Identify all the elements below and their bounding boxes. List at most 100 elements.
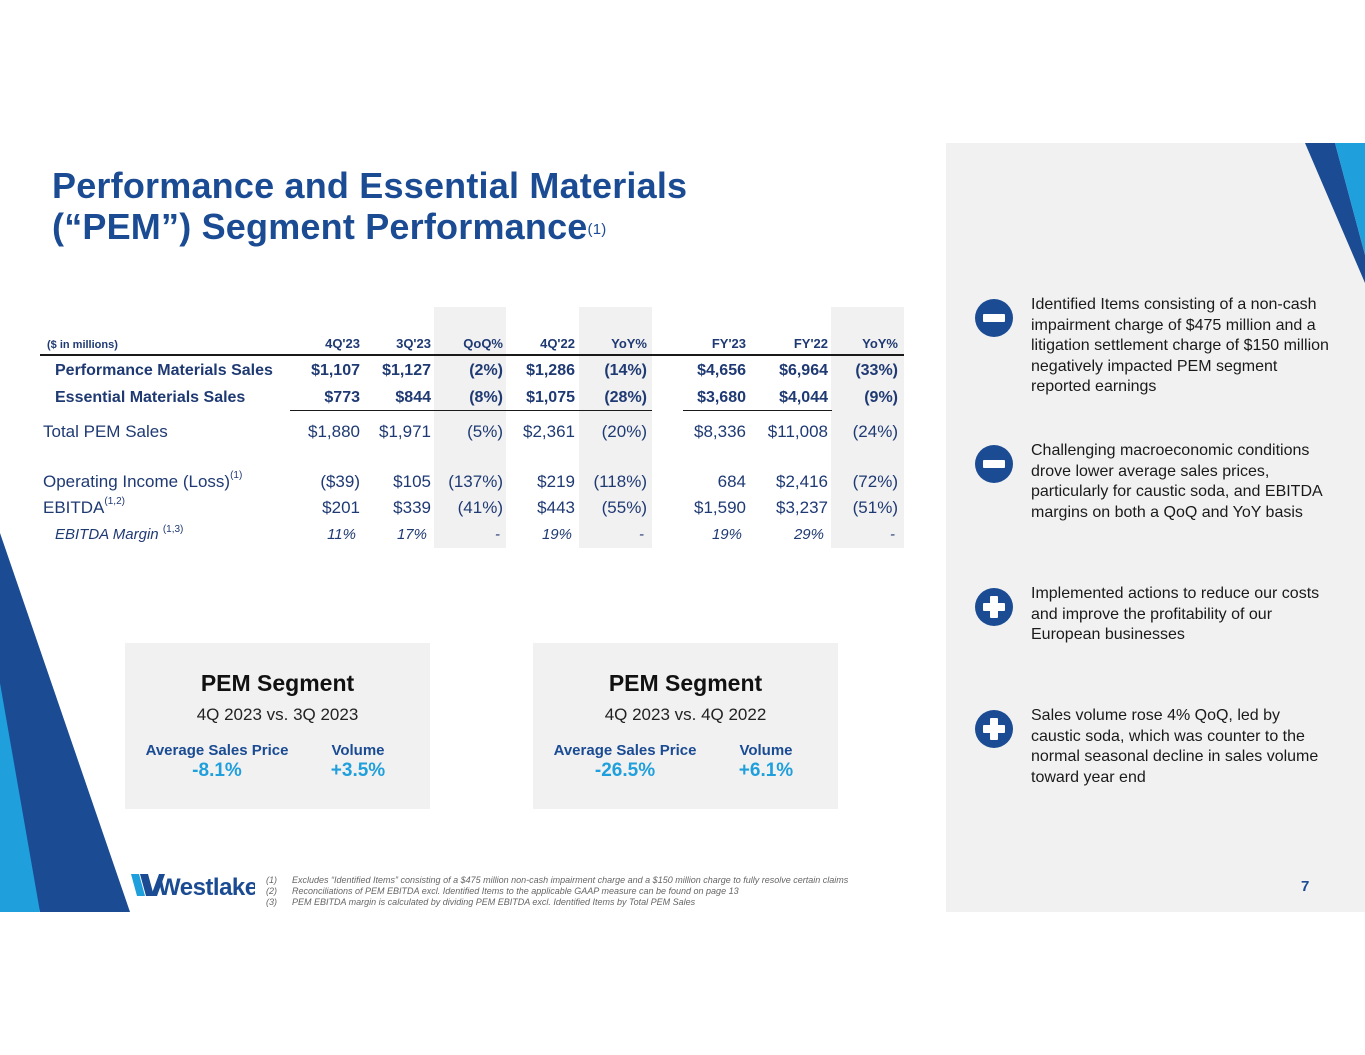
segment-title: PEM Segment	[200, 670, 355, 696]
title-line-1: Performance and Essential Materials	[52, 165, 688, 206]
table-cell: $1,971	[379, 422, 431, 441]
table-cell: (9%)	[864, 389, 898, 406]
row-label: Essential Materials Sales	[55, 389, 246, 406]
footnote-text: Reconciliations of PEM EBITDA excl. Iden…	[292, 886, 739, 896]
table-cell: (118%)	[593, 472, 647, 491]
row-label-text: EBITDA	[43, 498, 105, 517]
table-cell: -	[890, 526, 895, 543]
table-row: EBITDA(1,2) $201 $339 (41%) $443 (55%) $…	[40, 496, 904, 522]
col-shade-fy-yoy	[831, 307, 904, 548]
col-shade-qoq	[434, 307, 506, 548]
table-row: Essential Materials Sales $773 $844 (8%)…	[40, 389, 904, 413]
table-cell: (24%)	[852, 422, 898, 441]
table-cell: $1,107	[311, 362, 360, 379]
row-label: Total PEM Sales	[43, 422, 168, 441]
footnote-number: (3)	[266, 897, 277, 907]
segment-card-yoy: PEM Segment 4Q 2023 vs. 4Q 2022 Average …	[533, 643, 838, 809]
segment-subtitle: 4Q 2023 vs. 4Q 2022	[604, 705, 767, 724]
table-cell: (51%)	[852, 498, 898, 517]
segment-title: PEM Segment	[608, 670, 763, 696]
footnote-text: Excludes “Identified Items” consisting o…	[292, 875, 849, 885]
footnote: (1) Excludes “Identified Items” consistin…	[266, 875, 848, 886]
table-cell: $773	[324, 389, 360, 406]
price-label: Average Sales Price	[553, 742, 697, 759]
price-value: -8.1%	[192, 760, 242, 781]
minus-circle-icon	[975, 299, 1013, 337]
table-cell: $844	[395, 389, 431, 406]
col-header: FY'23	[711, 336, 746, 351]
table-cell: $6,964	[779, 362, 828, 379]
table-cell: (2%)	[469, 362, 503, 379]
table-cell: (33%)	[855, 362, 898, 379]
volume-value: +6.1%	[738, 760, 794, 781]
table-cell: 29%	[793, 526, 824, 543]
header-rule	[40, 354, 904, 356]
table-cell: -	[495, 526, 500, 543]
col-header: YoY%	[862, 336, 898, 351]
table-cell: 17%	[396, 526, 427, 543]
title-line-2: (“PEM”) Segment Performance	[52, 206, 588, 247]
footnote-text: PEM EBITDA margin is calculated by divid…	[292, 897, 696, 907]
price-label: Average Sales Price	[145, 742, 289, 759]
table-cell: (28%)	[604, 389, 647, 406]
table-cell: $1,880	[308, 422, 360, 441]
row-label: EBITDA(1,2)	[43, 496, 125, 518]
price-value: -26.5%	[594, 760, 656, 781]
logo-text: Westlake	[158, 874, 255, 900]
table-cell: (55%)	[601, 498, 647, 517]
col-header: FY'22	[793, 336, 828, 351]
table-row: Operating Income (Loss)(1) ($39) $105 (1…	[40, 470, 904, 496]
table-cell: (41%)	[457, 498, 503, 517]
subtotal-rule	[683, 410, 832, 411]
bullet-text: Sales volume rose 4% QoQ, led by caustic…	[1031, 707, 1319, 786]
table-cell: (20%)	[601, 422, 647, 441]
table-cell: $11,008	[767, 422, 828, 441]
westlake-logo: Westlake	[131, 874, 255, 900]
footnotes: (1) Excludes “Identified Items” consistin…	[266, 875, 848, 908]
row-footnote-ref: (1,3)	[162, 524, 184, 535]
table-row: Total PEM Sales $1,880 $1,971 (5%) $2,36…	[40, 422, 904, 446]
table-cell: $3,237	[776, 498, 828, 517]
subtotal-rule	[290, 410, 652, 411]
table-cell: (137%)	[448, 472, 503, 491]
page-number: 7	[1301, 878, 1310, 895]
volume-value: +3.5%	[330, 760, 386, 781]
table-cell: 11%	[327, 526, 356, 543]
table-cell: (72%)	[852, 472, 898, 491]
table-cell: (5%)	[467, 422, 503, 441]
table-cell: $1,127	[382, 362, 431, 379]
table-cell: $8,336	[694, 422, 746, 441]
table-row: EBITDA Margin (1,3) 11% 17% - 19% - 19% …	[40, 524, 904, 550]
table-cell: $1,075	[526, 389, 575, 406]
table-cell: $219	[537, 472, 575, 491]
minus-circle-icon	[975, 445, 1013, 483]
row-label-text: Operating Income (Loss)	[43, 472, 231, 491]
table-cell: $4,656	[697, 362, 746, 379]
right-panel	[946, 143, 1365, 912]
table-header-row: ($ in millions) 4Q'23 3Q'23 QoQ% 4Q'22 Y…	[40, 336, 904, 360]
col-header: 4Q'22	[540, 336, 575, 351]
table-cell: 19%	[541, 526, 572, 543]
volume-label: Volume	[739, 742, 793, 759]
footnote: (2) Reconciliations of PEM EBITDA excl. I…	[266, 886, 848, 897]
title-footnote-ref: (1)	[587, 221, 607, 238]
table-cell: $2,416	[776, 472, 828, 491]
table-cell: $4,044	[779, 389, 828, 406]
volume-label: Volume	[331, 742, 385, 759]
table-cell: $443	[537, 498, 575, 517]
footnote-number: (1)	[266, 875, 277, 885]
table-cell: $201	[322, 498, 360, 517]
bullet-text: Implemented actions to reduce our costs …	[1031, 585, 1320, 643]
table-cell: -	[639, 526, 644, 543]
col-header: 3Q'23	[396, 336, 431, 351]
col-header: QoQ%	[463, 336, 503, 351]
slide: Performance and Essential Materials (“PE…	[0, 143, 1365, 912]
unit-label: ($ in millions)	[47, 339, 118, 351]
table-cell: $105	[393, 472, 431, 491]
col-shade-yoy	[579, 307, 652, 548]
row-label-text: EBITDA Margin	[55, 526, 163, 543]
row-footnote-ref: (1,2)	[104, 496, 125, 507]
row-label: Operating Income (Loss)(1)	[43, 470, 242, 492]
table-cell: $1,286	[526, 362, 575, 379]
segment-card-qoq: PEM Segment 4Q 2023 vs. 3Q 2023 Average …	[125, 643, 430, 809]
